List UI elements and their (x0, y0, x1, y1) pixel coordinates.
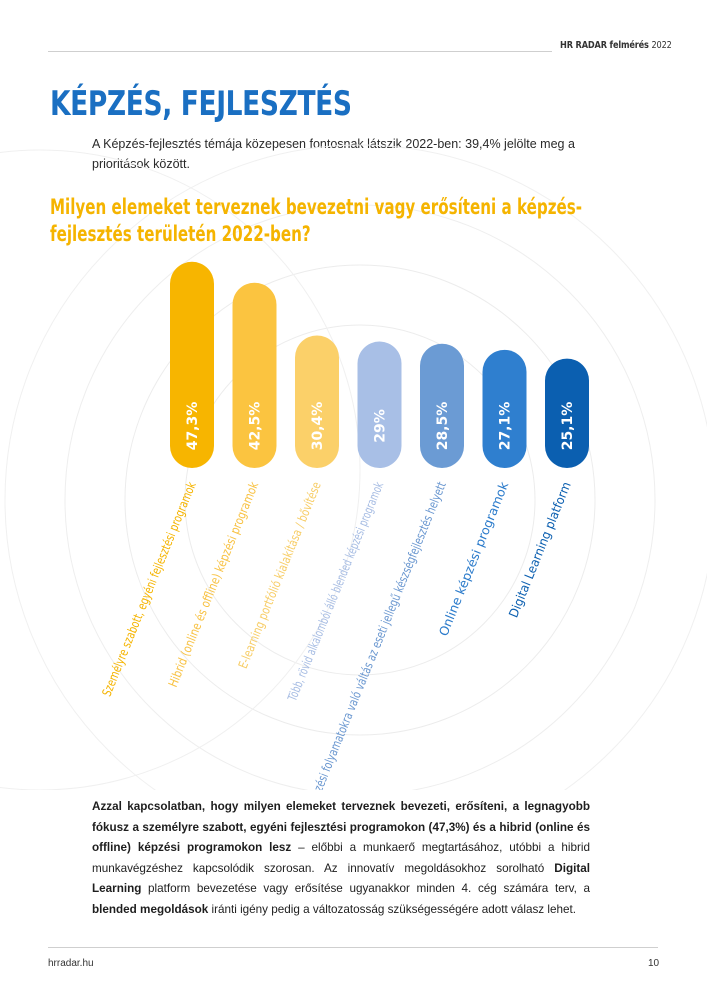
value-label-4: 29% (373, 409, 389, 443)
bar-2 (232, 282, 277, 468)
value-label-6: 27,1% (498, 402, 514, 451)
body-text-2: platform bevezetése vagy erősítése ugyan… (141, 882, 590, 895)
chart-title: Milyen elemeket terveznek bevezetni vagy… (50, 195, 583, 246)
category-label-6: Online képzési programok (436, 479, 512, 638)
value-label-3: 30,4% (310, 402, 326, 451)
value-label-7: 25,1% (560, 402, 576, 451)
value-labels-group: 47,3% 42,5% 30,4% 29% 28,5% 27,1% 25,1% (185, 402, 576, 451)
body-bold-blended: blended megoldások (92, 902, 209, 916)
bar-chart: 47,3% 42,5% 30,4% 29% 28,5% 27,1% 25,1% Személ… (0, 144, 707, 790)
body-bold-lead: Azzal kapcsolatban, hogy milyen elemeket… (92, 800, 590, 854)
header-rule (48, 51, 552, 52)
bar-5 (420, 343, 464, 468)
value-label-2: 42,5% (248, 402, 264, 451)
bar-6 (482, 349, 527, 468)
header-year: 2022 (651, 40, 672, 51)
value-label-1: 47,3% (185, 402, 201, 451)
footer-rule (48, 947, 658, 948)
body-bold-digital-learning: Digital Learning (92, 861, 590, 896)
value-label-5: 28,5% (435, 402, 451, 451)
page-title: KÉPZÉS, FEJLESZTÉS (50, 84, 352, 124)
bar-7 (545, 358, 589, 468)
bar-1 (170, 261, 214, 468)
bar-4 (357, 341, 402, 468)
body-text-1: – előbbi a munkaerő megtartásához, utóbb… (92, 841, 590, 875)
intro-paragraph: A Képzés-fejlesztés témája közepesen fon… (92, 137, 575, 171)
header-brand-name: HR RADAR felmérés (560, 40, 649, 51)
body-text-3: iránti igény pedig a változatosság szüks… (208, 902, 576, 916)
category-label-7: Digital Learning platform (506, 480, 574, 620)
bar-3 (295, 335, 339, 468)
background-arcs (0, 144, 707, 790)
body-paragraph: Azzal kapcsolatban, hogy milyen elemeket… (92, 797, 590, 920)
page-number: 10 (648, 958, 660, 969)
header-brand: HR RADAR felmérés 2022 (560, 40, 672, 51)
bars-group (170, 261, 589, 468)
category-labels-group: Személyre szabott, egyéni fejlesztési pr… (99, 479, 574, 790)
footer-site: hrradar.hu (48, 958, 94, 969)
